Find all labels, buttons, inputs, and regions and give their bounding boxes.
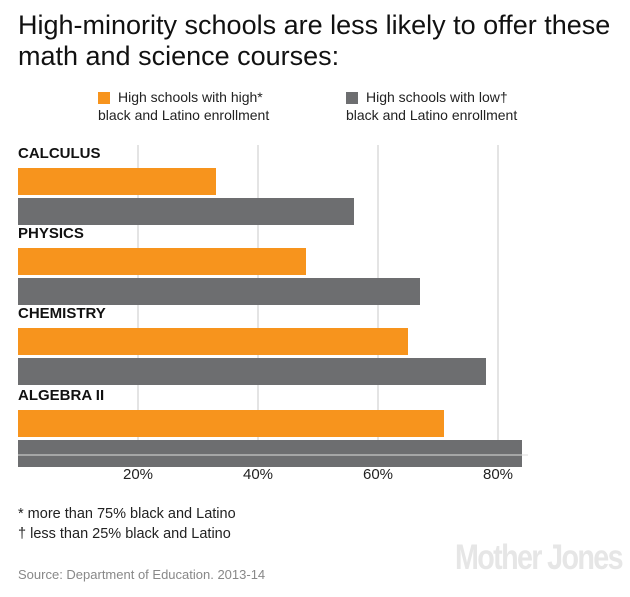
x-tick-label: 60% xyxy=(363,466,393,483)
bar-low-minority xyxy=(18,278,420,305)
legend-item-low: High schools with low† black and Latino … xyxy=(346,88,517,124)
bar-high-minority xyxy=(18,168,216,195)
category-label: PHYSICS xyxy=(18,225,84,242)
bar-low-minority xyxy=(18,358,486,385)
x-tick-label: 40% xyxy=(243,466,273,483)
x-tick-label: 80% xyxy=(483,466,513,483)
bar-high-minority xyxy=(18,328,408,355)
category-label: ALGEBRA II xyxy=(18,387,104,404)
legend-item-high: High schools with high* black and Latino… xyxy=(98,88,269,124)
footnote-high: * more than 75% black and Latino xyxy=(18,506,236,522)
category-label: CALCULUS xyxy=(18,145,101,162)
bar-low-minority xyxy=(18,198,354,225)
legend-label-low-line2: black and Latino enrollment xyxy=(346,107,518,123)
bar-low-minority xyxy=(18,440,522,467)
legend-label-high-line2: black and Latino enrollment xyxy=(98,107,270,123)
category-label: CHEMISTRY xyxy=(18,305,106,322)
legend-swatch-low xyxy=(346,92,358,104)
bar-high-minority xyxy=(18,248,306,275)
x-tick-label: 20% xyxy=(123,466,153,483)
footnote-low: † less than 25% black and Latino xyxy=(18,526,231,542)
legend-label-low-line1: High schools with low† xyxy=(366,89,508,105)
legend-label-high-line1: High schools with high* xyxy=(118,89,263,105)
mother-jones-logo: Mother Jones xyxy=(455,538,624,577)
bar-high-minority xyxy=(18,410,444,437)
legend-swatch-high xyxy=(98,92,110,104)
source-note: Source: Department of Education. 2013-14 xyxy=(18,567,266,582)
chart-title: High-minority schools are less likely to… xyxy=(18,10,611,71)
